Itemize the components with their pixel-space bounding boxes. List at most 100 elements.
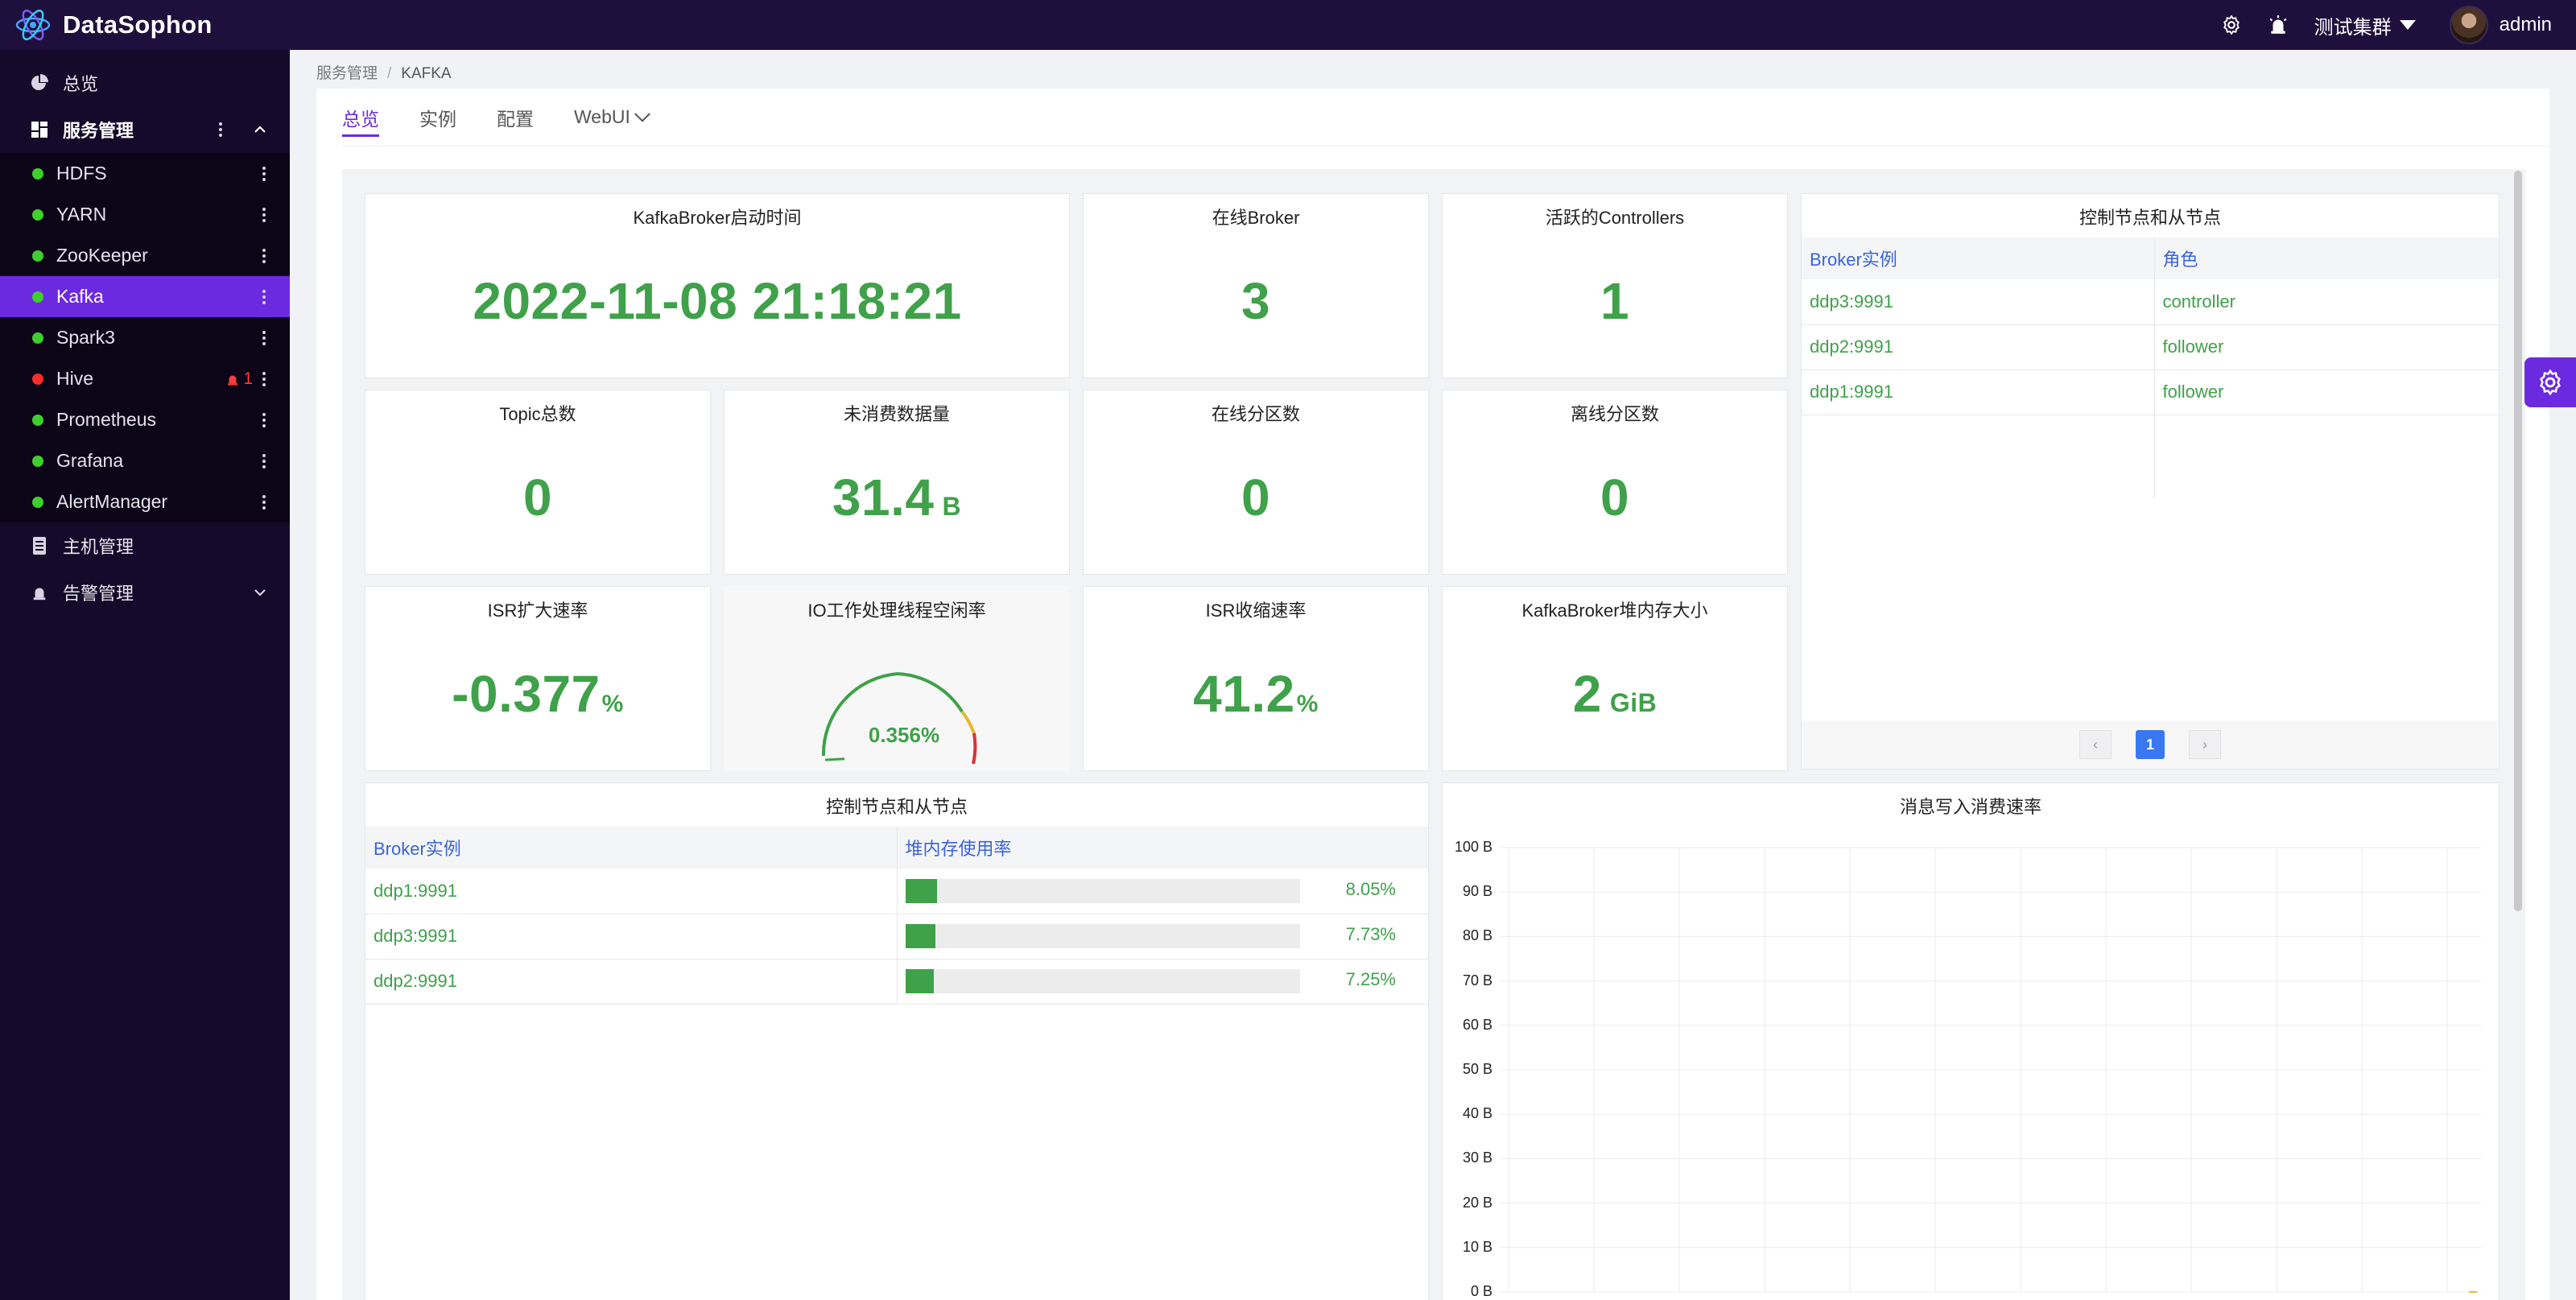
chevron-down-icon xyxy=(634,105,650,122)
panel-title: ISR扩大速率 xyxy=(487,600,588,621)
y-tick-label: 70 B xyxy=(1462,972,1492,988)
sidebar-item-hive[interactable]: Hive 1 xyxy=(0,358,290,399)
gear-icon xyxy=(2540,369,2561,396)
gauge-arc-green xyxy=(821,672,898,757)
sidebar-item-zookeeper[interactable]: ZooKeeper xyxy=(0,235,290,276)
more-icon[interactable] xyxy=(262,481,266,522)
usage-cell: 8.05% xyxy=(897,869,1428,914)
panel-title: 在线分区数 xyxy=(1211,404,1300,424)
more-icon[interactable] xyxy=(262,235,266,276)
unit-text: GiB xyxy=(1609,688,1657,717)
page-number[interactable]: 1 xyxy=(2136,730,2165,759)
more-icon[interactable] xyxy=(262,194,266,235)
alarm-icon[interactable] xyxy=(2266,13,2290,37)
sidebar-item-alertmanager[interactable]: AlertManager xyxy=(0,481,290,522)
y-tick-label: 100 B xyxy=(1454,839,1492,855)
app-name: DataSophon xyxy=(63,10,213,39)
user-menu[interactable]: admin xyxy=(2449,6,2552,44)
pie-chart-icon xyxy=(29,72,50,93)
panel-title: 控制节点和从节点 xyxy=(2079,208,2221,228)
sidebar-item-service-mgmt[interactable]: 服务管理 xyxy=(0,106,290,153)
heap-usage-table: Broker实例 堆内存使用率 ddp1:9991 8.05% ddp3:9991 7… xyxy=(365,827,1428,1005)
breadcrumb-current: KAFKA xyxy=(401,65,452,82)
sidebar-item-label: Kafka xyxy=(56,286,104,307)
column-header[interactable]: Broker实例 xyxy=(1802,237,2155,279)
y-tick-label: 50 B xyxy=(1462,1061,1492,1077)
sidebar-item-yarn[interactable]: YARN xyxy=(0,194,290,235)
unit-text: % xyxy=(1296,691,1319,717)
chevron-down-icon[interactable] xyxy=(253,585,267,600)
column-divider xyxy=(2154,321,2155,498)
breadcrumb-parent[interactable]: 服务管理 xyxy=(316,65,378,82)
pagination: ‹ 1 › xyxy=(1802,720,2499,769)
value-text: 2 xyxy=(1572,665,1602,723)
value-text: 41.2 xyxy=(1193,665,1295,723)
brand[interactable]: DataSophon xyxy=(0,0,213,50)
settings-button[interactable] xyxy=(2524,357,2576,407)
sidebar-item-hdfs[interactable]: HDFS xyxy=(0,153,290,194)
sidebar-item-label: 主机管理 xyxy=(63,537,134,557)
status-dot xyxy=(32,496,43,508)
y-tick-label: 20 B xyxy=(1462,1194,1492,1211)
gauge: 0.356% xyxy=(821,672,977,764)
sidebar-item-spark3[interactable]: Spark3 xyxy=(0,317,290,358)
more-icon[interactable] xyxy=(262,276,266,317)
y-tick-label: 0 B xyxy=(1470,1283,1492,1299)
tab-instances[interactable]: 实例 xyxy=(419,89,456,147)
column-header[interactable]: Broker实例 xyxy=(365,827,898,869)
broker-cell: ddp2:9991 xyxy=(1802,324,2155,370)
server-icon xyxy=(29,535,50,556)
panel-title: 消息写入消费速率 xyxy=(1899,797,2041,817)
column-header[interactable]: 堆内存使用率 xyxy=(897,827,1428,869)
panel-start-time: KafkaBroker启动时间 2022-11-08 21:18:21 xyxy=(365,193,1070,378)
usage-bar xyxy=(905,878,1300,903)
sidebar-item-overview[interactable]: 总览 xyxy=(0,60,290,106)
panel-isr-expand: ISR扩大速率 -0.377% xyxy=(365,586,711,771)
table-row: ddp2:9991 follower xyxy=(1802,324,2499,370)
more-icon[interactable] xyxy=(262,399,266,440)
y-tick-label: 30 B xyxy=(1462,1149,1492,1166)
broker-cell: ddp1:9991 xyxy=(365,869,898,914)
stat-value: 31.4 B xyxy=(724,468,1069,527)
stat-value: 2022-11-08 21:18:21 xyxy=(365,271,1069,331)
sidebar-item-label: Spark3 xyxy=(56,327,115,348)
y-tick-label: 40 B xyxy=(1462,1105,1492,1122)
more-icon[interactable] xyxy=(262,153,266,194)
next-page-button[interactable]: › xyxy=(2189,730,2221,759)
sidebar-item-prometheus[interactable]: Prometheus xyxy=(0,399,290,440)
sidebar-item-host-mgmt[interactable]: 主机管理 xyxy=(0,522,290,569)
gear-icon[interactable] xyxy=(2219,13,2244,37)
table-row: ddp2:9991 7.25% xyxy=(365,959,1428,1005)
chevron-up-icon[interactable] xyxy=(253,122,267,137)
panel-title: 未消费数据量 xyxy=(843,404,950,424)
sidebar-item-label: YARN xyxy=(56,204,107,225)
more-icon[interactable] xyxy=(219,122,222,137)
usage-bar-fill xyxy=(905,969,935,993)
gauge-arc-green2 xyxy=(897,672,964,713)
scrollbar[interactable] xyxy=(2514,171,2522,911)
panel-title: 离线分区数 xyxy=(1570,404,1659,424)
tab-overview[interactable]: 总览 xyxy=(342,89,379,147)
tab-webui[interactable]: WebUI xyxy=(574,89,650,147)
more-icon[interactable] xyxy=(262,317,266,358)
sidebar-item-label: 总览 xyxy=(63,74,99,94)
alarm-badge[interactable]: 1 xyxy=(225,358,253,399)
panel-isr-shrink: ISR收缩速率 41.2% xyxy=(1083,586,1429,771)
sidebar-item-alert-mgmt[interactable]: 告警管理 xyxy=(0,569,290,616)
sidebar-item-label: ZooKeeper xyxy=(56,245,148,266)
stat-value: 1 xyxy=(1443,271,1787,331)
sidebar-item-label: 服务管理 xyxy=(63,121,134,141)
usage-percent: 7.73% xyxy=(1345,924,1396,944)
prev-page-button[interactable]: ‹ xyxy=(2079,730,2112,759)
more-icon[interactable] xyxy=(262,358,266,399)
caret-down-icon xyxy=(2399,20,2416,30)
cluster-selector[interactable]: 测试集群 xyxy=(2314,11,2416,39)
more-icon[interactable] xyxy=(262,440,266,481)
panel-msg-rate: 消息写入消费速率 0 B 10 B 20 B 30 B 40 B 50 B 60 B 70 B… xyxy=(1442,782,2500,1300)
usage-bar-fill xyxy=(905,924,936,948)
panel-title: KafkaBroker启动时间 xyxy=(633,208,802,228)
sidebar-item-grafana[interactable]: Grafana xyxy=(0,440,290,481)
tab-config[interactable]: 配置 xyxy=(497,89,534,147)
sidebar-item-kafka[interactable]: Kafka xyxy=(0,276,290,317)
column-header[interactable]: 角色 xyxy=(2154,237,2499,279)
